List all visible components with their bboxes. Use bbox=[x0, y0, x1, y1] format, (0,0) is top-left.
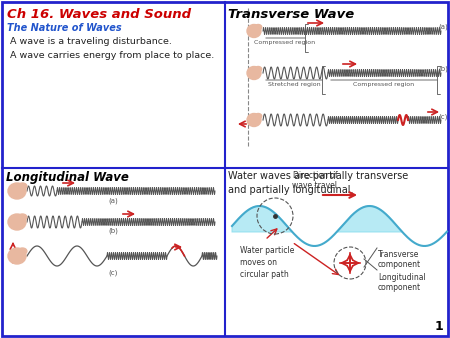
Text: Stretched region: Stretched region bbox=[268, 82, 320, 87]
Ellipse shape bbox=[247, 24, 261, 38]
Ellipse shape bbox=[8, 248, 26, 264]
Ellipse shape bbox=[8, 214, 26, 230]
Ellipse shape bbox=[18, 248, 27, 255]
Ellipse shape bbox=[255, 24, 262, 30]
Text: A wave is a traveling disturbance.
A wave carries energy from place to place.: A wave is a traveling disturbance. A wav… bbox=[10, 37, 214, 60]
Text: Water particle
moves on
circular path: Water particle moves on circular path bbox=[240, 246, 294, 279]
Text: (a): (a) bbox=[108, 197, 118, 203]
Text: Direction of
wave travel: Direction of wave travel bbox=[292, 171, 338, 190]
Text: 1: 1 bbox=[434, 320, 443, 333]
Text: Transverse Wave: Transverse Wave bbox=[228, 8, 354, 21]
Text: (b): (b) bbox=[108, 228, 118, 235]
Ellipse shape bbox=[8, 183, 26, 199]
Ellipse shape bbox=[255, 67, 262, 72]
Text: (c): (c) bbox=[108, 269, 118, 275]
Text: Water waves are partially transverse
and partially longitudinal.: Water waves are partially transverse and… bbox=[228, 171, 408, 195]
Ellipse shape bbox=[18, 183, 27, 189]
Ellipse shape bbox=[18, 214, 27, 220]
Text: Longitudinal Wave: Longitudinal Wave bbox=[6, 171, 129, 184]
Text: Compressed region: Compressed region bbox=[254, 40, 315, 45]
Text: The Nature of Waves: The Nature of Waves bbox=[7, 23, 122, 33]
Ellipse shape bbox=[255, 114, 262, 119]
Text: (b): (b) bbox=[438, 66, 448, 72]
Text: (c): (c) bbox=[438, 113, 447, 120]
Ellipse shape bbox=[247, 114, 261, 126]
Text: (a): (a) bbox=[438, 24, 448, 30]
Text: Transverse
component: Transverse component bbox=[378, 250, 421, 269]
Text: Ch 16. Waves and Sound: Ch 16. Waves and Sound bbox=[7, 8, 191, 21]
Text: Compressed region: Compressed region bbox=[353, 82, 414, 87]
Text: Longitudinal
component: Longitudinal component bbox=[378, 273, 426, 292]
Ellipse shape bbox=[247, 67, 261, 79]
